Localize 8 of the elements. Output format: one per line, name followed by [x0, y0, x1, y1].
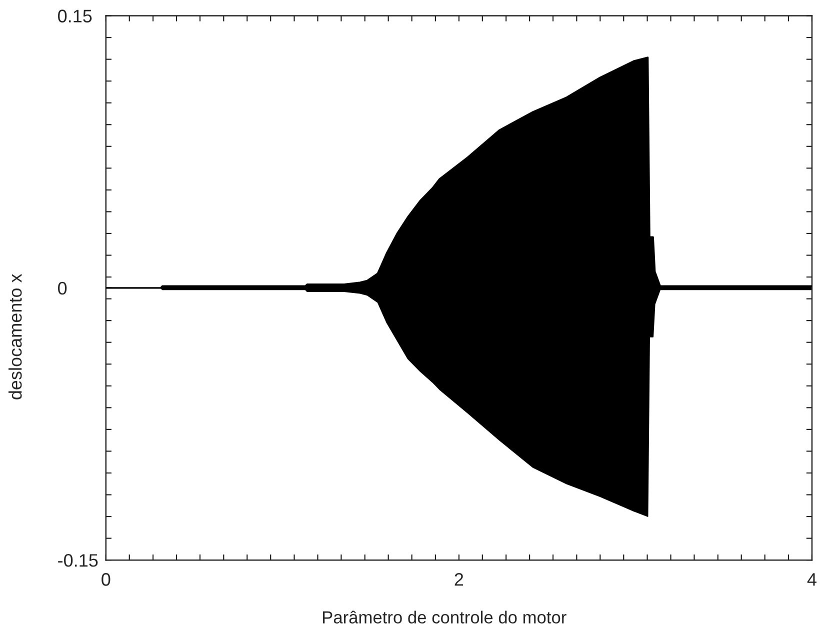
y-tick-label: 0.15: [58, 10, 92, 22]
x-axis-title: Parâmetro de controle do motor: [322, 610, 566, 624]
x-tick-label: 0: [102, 573, 110, 586]
x-tick-label: 4: [807, 573, 816, 586]
y-axis-title: deslocamento x: [8, 274, 22, 400]
x-tick-label: 2: [454, 573, 464, 586]
y-tick-label: 0: [58, 282, 67, 295]
y-tick-label: -0.15: [58, 554, 98, 567]
